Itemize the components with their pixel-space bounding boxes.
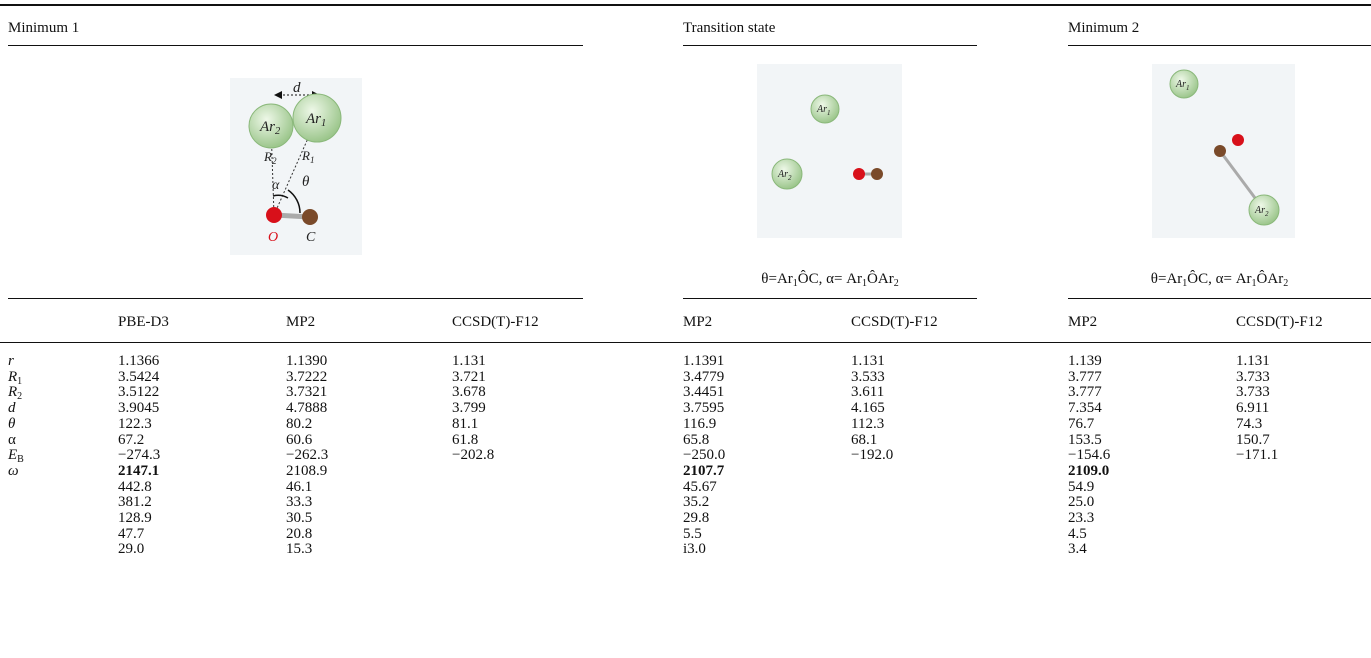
caption-subscript: 2 bbox=[1283, 278, 1288, 289]
atom bbox=[302, 209, 318, 225]
cell: 3.4 bbox=[1068, 540, 1087, 558]
cell: −192.0 bbox=[851, 446, 893, 464]
section-title: Transition state bbox=[683, 19, 775, 37]
figure-label: θ bbox=[302, 174, 310, 190]
label-symbol: Ar bbox=[816, 104, 827, 115]
symbol: θ bbox=[8, 416, 15, 432]
symbol: R bbox=[8, 369, 17, 385]
column-header: CCSD(T)-F12 bbox=[1236, 313, 1323, 331]
symbol: R bbox=[8, 384, 17, 400]
label-symbol: Ar bbox=[1175, 79, 1186, 90]
rule bbox=[1068, 298, 1371, 299]
rule bbox=[1068, 45, 1371, 46]
atom bbox=[266, 207, 282, 223]
cell: −202.8 bbox=[452, 446, 494, 464]
row-label: ω bbox=[8, 462, 19, 480]
column-header: MP2 bbox=[1068, 313, 1097, 331]
figure-label: C bbox=[306, 230, 316, 245]
section-title: Minimum 2 bbox=[1068, 19, 1139, 37]
caption-text: ÔAr bbox=[1257, 271, 1284, 287]
symbol: r bbox=[8, 353, 14, 369]
label-symbol: Ar bbox=[259, 119, 275, 135]
label-subscript: 1 bbox=[321, 118, 326, 129]
symbol: d bbox=[8, 400, 16, 416]
label-symbol: Ar bbox=[1254, 205, 1265, 216]
caption: θ=Ar1ÔC, α= Ar1ÔAr2 bbox=[761, 270, 898, 288]
label-symbol: Ar bbox=[305, 111, 321, 127]
figure-background bbox=[757, 64, 902, 238]
caption-text: ÔC, α= Ar bbox=[1187, 271, 1251, 287]
label-symbol: θ bbox=[302, 174, 310, 190]
cell: 15.3 bbox=[286, 540, 312, 558]
symbol: α bbox=[8, 432, 16, 448]
label-symbol: Ar bbox=[777, 169, 788, 180]
figure-label: d bbox=[293, 80, 301, 96]
atom bbox=[871, 168, 883, 180]
column-header: CCSD(T)-F12 bbox=[452, 313, 539, 331]
label-subscript: 2 bbox=[272, 156, 277, 166]
figure-label: O bbox=[268, 230, 278, 245]
cell: −171.1 bbox=[1236, 446, 1278, 464]
symbol: ω bbox=[8, 463, 19, 479]
rule bbox=[683, 45, 977, 46]
label-symbol: R bbox=[263, 149, 272, 164]
column-header: MP2 bbox=[286, 313, 315, 331]
label-symbol: R bbox=[301, 148, 310, 163]
atom bbox=[1214, 145, 1226, 157]
label-subscript: 2 bbox=[275, 126, 281, 137]
label-symbol: O bbox=[268, 230, 278, 245]
label-subscript: 2 bbox=[788, 174, 792, 182]
atom bbox=[853, 168, 865, 180]
rule bbox=[683, 298, 977, 299]
label-symbol: d bbox=[293, 80, 301, 96]
subscript: 2 bbox=[17, 391, 22, 402]
cell: 29.0 bbox=[118, 540, 144, 558]
label-symbol: α bbox=[272, 178, 280, 193]
caption-text: θ=Ar bbox=[761, 271, 792, 287]
molecule-figure: Ar1Ar2 bbox=[757, 64, 902, 238]
caption-text: ÔC, α= Ar bbox=[798, 271, 862, 287]
symbol: E bbox=[8, 447, 17, 463]
atom bbox=[1232, 134, 1244, 146]
rule bbox=[8, 298, 583, 299]
column-header: CCSD(T)-F12 bbox=[851, 313, 938, 331]
label-symbol: C bbox=[306, 230, 316, 245]
caption: θ=Ar1ÔC, α= Ar1ÔAr2 bbox=[1151, 270, 1288, 288]
figure-label: α bbox=[272, 178, 280, 193]
rule bbox=[8, 45, 583, 46]
rule bbox=[0, 342, 1371, 343]
rule bbox=[0, 4, 1371, 6]
label-subscript: 1 bbox=[827, 109, 831, 117]
column-header: MP2 bbox=[683, 313, 712, 331]
column-header: PBE-D3 bbox=[118, 313, 169, 331]
caption-subscript: 2 bbox=[894, 278, 899, 289]
caption-text: θ=Ar bbox=[1151, 271, 1182, 287]
label-subscript: 2 bbox=[1265, 210, 1269, 218]
cell: i3.0 bbox=[683, 540, 706, 558]
section-title: Minimum 1 bbox=[8, 19, 79, 37]
label-subscript: 1 bbox=[1186, 84, 1190, 92]
label-subscript: 1 bbox=[310, 155, 315, 165]
caption-text: ÔAr bbox=[867, 271, 894, 287]
table-page: Minimum 1Ar2Ar1dR2R1αθOCPBE-D3MP2CCSD(T)… bbox=[0, 0, 1371, 658]
